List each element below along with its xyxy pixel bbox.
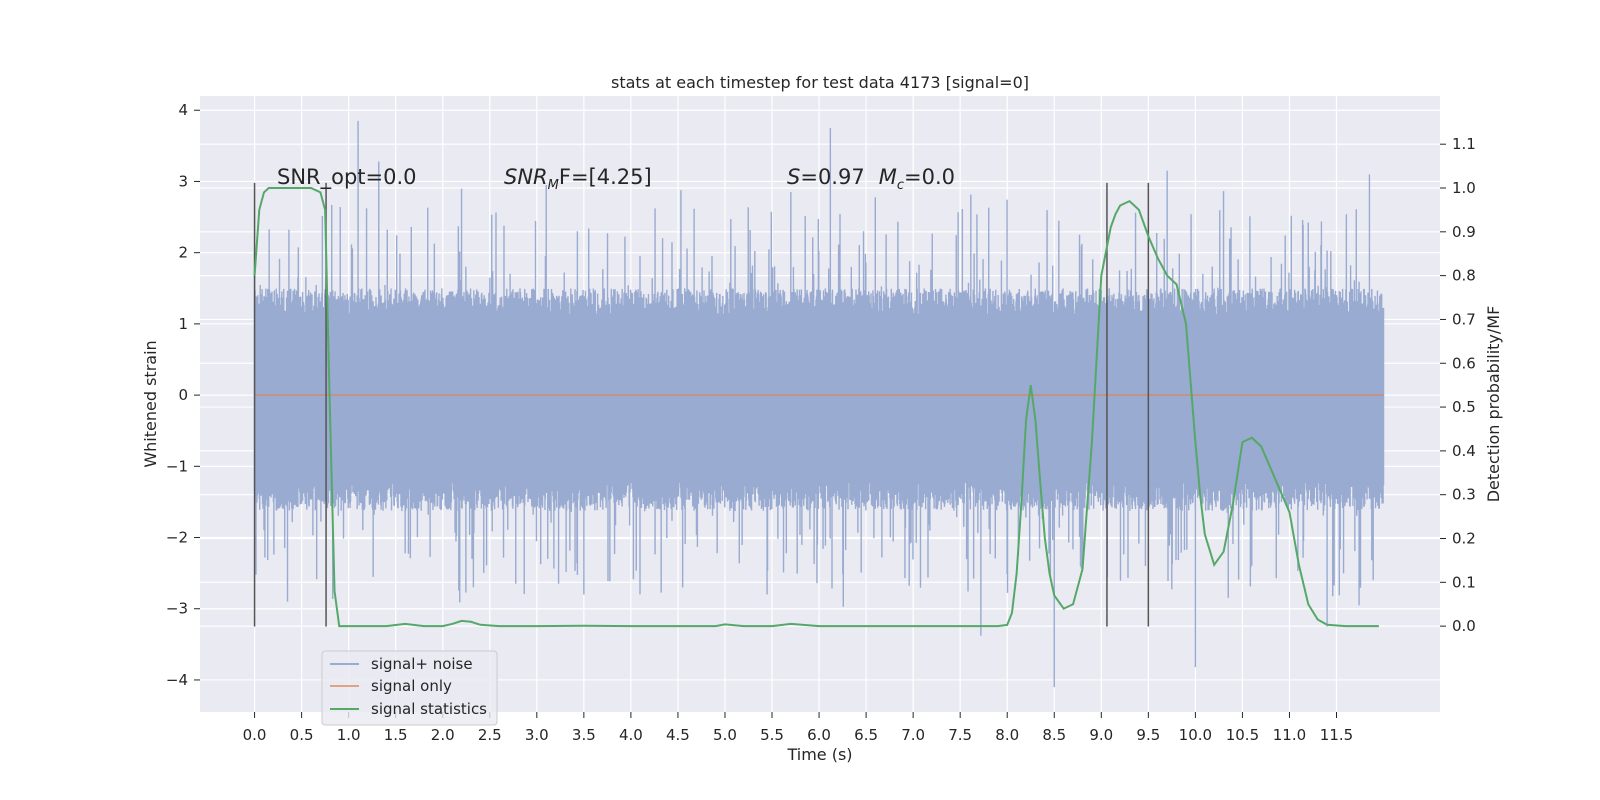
snr-mf-sub: M — [548, 178, 559, 193]
x-tick-label: 5.0 — [713, 726, 737, 744]
y-tick-label: −4 — [166, 671, 188, 689]
y-axis-title: Whitened strain — [141, 340, 160, 467]
x-tick-label: 4.0 — [619, 726, 643, 744]
snr-mf-main: SNR — [504, 165, 548, 189]
x-tick-label: 9.5 — [1136, 726, 1160, 744]
y-right-tick-label: 1.1 — [1452, 135, 1476, 153]
legend: signal+ noise signal only signal statist… — [321, 650, 498, 726]
x-tick-label: 7.5 — [948, 726, 972, 744]
y-tick-label: 4 — [178, 101, 188, 119]
x-tick-label: 8.0 — [995, 726, 1019, 744]
x-tick-label: 2.5 — [478, 726, 502, 744]
x-tick-label: 1.5 — [384, 726, 408, 744]
y-tick-label: 0 — [178, 386, 188, 404]
snr-mf-annotation: SNRMF=[4.25] — [504, 165, 652, 193]
statistics-line — [253, 187, 1379, 628]
y-right-tick-label: 0.2 — [1452, 530, 1476, 548]
s-value: =0.97 — [800, 165, 864, 189]
x-tick-label: 3.0 — [525, 726, 549, 744]
y-right-tick-label: 1.0 — [1452, 179, 1476, 197]
legend-label-noise: signal+ noise — [371, 655, 473, 673]
x-tick-label: 3.5 — [572, 726, 596, 744]
x-tick-label: 6.0 — [807, 726, 831, 744]
signal-statistics-series — [253, 187, 1379, 628]
y-right-tick-label: 0.9 — [1452, 223, 1476, 241]
y-right-tick-label: 0.8 — [1452, 267, 1476, 285]
noise-band — [254, 313, 1384, 484]
mc-sub: c — [897, 178, 904, 193]
chart-title: stats at each timestep for test data 417… — [611, 73, 1029, 92]
x-tick-label: 9.0 — [1089, 726, 1113, 744]
mc-label: M — [879, 165, 897, 189]
legend-box — [321, 650, 498, 726]
y-tick-label: 2 — [178, 244, 188, 262]
x-tick-label: 0.5 — [290, 726, 314, 744]
snr-opt-annotation: SNR_opt=0.0 — [277, 165, 417, 190]
x-axis-ticks: 0.0 0.5 1.0 1.5 2.0 2.5 3.0 3.5 4.0 4.5 5.0 5.5 6.0 6… — [243, 712, 1353, 744]
mc-value: =0.0 — [904, 165, 955, 189]
y-right-tick-label: 0.3 — [1452, 486, 1476, 504]
y-right-tick-label: 0.5 — [1452, 398, 1476, 416]
y-right-tick-label: 0.4 — [1452, 442, 1476, 460]
y-tick-label: −2 — [166, 529, 188, 547]
y-right-tick-label: 0.7 — [1452, 310, 1476, 328]
legend-label-signal-only: signal only — [371, 677, 452, 695]
y-tick-label: 3 — [178, 172, 188, 190]
x-tick-label: 4.5 — [666, 726, 690, 744]
s-label: S — [787, 165, 800, 189]
x-tick-label: 2.0 — [431, 726, 455, 744]
legend-label-statistics: signal statistics — [371, 700, 487, 718]
y-tick-label: −1 — [166, 457, 188, 475]
x-tick-label: 6.5 — [854, 726, 878, 744]
y-right-tick-label: 0.0 — [1452, 617, 1476, 635]
signal-noise-series — [253, 120, 1385, 688]
x-tick-label: 10.0 — [1179, 726, 1212, 744]
y-tick-label: −3 — [166, 600, 188, 618]
x-tick-label: 8.5 — [1042, 726, 1066, 744]
x-tick-label: 7.0 — [901, 726, 925, 744]
snr-mf-rest: F=[4.25] — [559, 165, 652, 189]
y-axis-right-title: Detection probability/MF — [1484, 306, 1503, 503]
x-tick-label: 11.0 — [1273, 726, 1306, 744]
s-mc-annotation: S=0.97 Mc=0.0 — [787, 165, 955, 193]
y-tick-label: 1 — [178, 315, 188, 333]
y-axis-ticks: 4 3 2 1 0 −1 −2 −3 −4 — [166, 101, 200, 689]
x-axis-title: Time (s) — [786, 745, 852, 764]
x-tick-label: 5.5 — [760, 726, 784, 744]
x-tick-label: 10.5 — [1226, 726, 1259, 744]
y-right-tick-label: 0.1 — [1452, 573, 1476, 591]
x-tick-label: 0.0 — [243, 726, 267, 744]
y-axis-right-ticks: 1.1 1.0 0.9 0.8 0.7 0.6 0.5 0.4 0.3 0.2 0.1 0.0 — [1440, 135, 1476, 635]
x-tick-label: 11.5 — [1320, 726, 1353, 744]
x-tick-label: 1.0 — [337, 726, 361, 744]
y-right-tick-label: 0.6 — [1452, 354, 1476, 372]
